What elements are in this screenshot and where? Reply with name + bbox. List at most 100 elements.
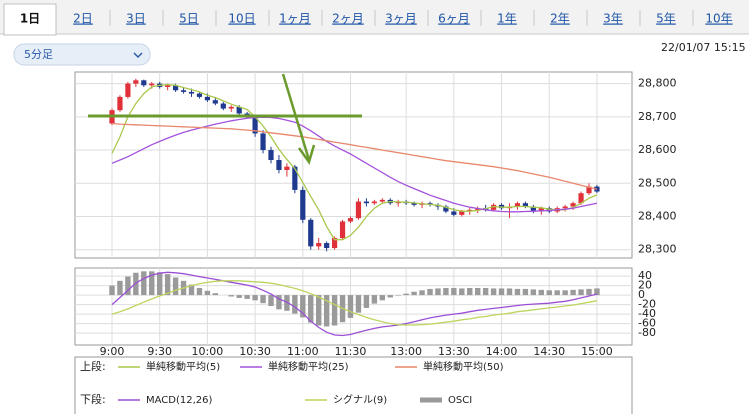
candle-body — [372, 202, 377, 204]
x-tick-label: 10:00 — [192, 345, 224, 358]
osci-bar — [380, 295, 385, 300]
osci-bar — [332, 295, 337, 325]
candle-body — [181, 90, 186, 92]
candle-body — [459, 212, 464, 215]
osci-bar — [173, 278, 178, 296]
osci-bar — [570, 290, 575, 295]
candle-body — [189, 92, 194, 94]
candle-body — [197, 94, 202, 97]
osci-bar — [427, 289, 432, 295]
legend-label: MACD(12,26) — [146, 395, 213, 406]
osci-bar — [539, 290, 544, 295]
candle-body — [260, 133, 265, 150]
tab[interactable]: 5年 — [656, 12, 676, 26]
dropdown-label[interactable]: 5分足 — [24, 48, 53, 61]
osci-bar — [586, 289, 591, 295]
osci-bar — [555, 290, 560, 295]
osci-bar — [109, 286, 114, 296]
tab[interactable]: 3ヶ月 — [385, 12, 417, 26]
candle-body — [380, 200, 385, 202]
y-tick-label: 28,400 — [638, 209, 677, 222]
candle-body — [268, 150, 273, 160]
osci-bar — [419, 290, 424, 295]
candle-body — [356, 202, 361, 219]
osci-bar — [197, 288, 202, 295]
x-tick-label: 10:30 — [239, 345, 271, 358]
osci-bar — [523, 289, 528, 295]
osci-bar — [467, 288, 472, 295]
osci-bar — [268, 295, 273, 306]
osci-bar — [364, 295, 369, 308]
osci-bar — [435, 288, 440, 295]
tab[interactable]: 5日 — [179, 12, 199, 26]
osci-bar — [141, 271, 146, 295]
osci-bar — [578, 289, 583, 295]
candle-body — [276, 160, 281, 170]
y-tick-label: 28,600 — [638, 143, 677, 156]
osci-bar — [244, 295, 249, 299]
osci-bar — [547, 290, 552, 295]
osci-bar — [491, 288, 496, 295]
legend-label: OSCI — [448, 395, 472, 406]
osci-bar — [237, 295, 242, 298]
tab[interactable]: 10年 — [705, 12, 732, 26]
candle-body — [213, 100, 218, 103]
candle-body — [364, 202, 369, 204]
osci-bar — [459, 288, 464, 295]
candle-body — [308, 220, 313, 247]
osci-bar — [213, 293, 218, 295]
candle-body — [149, 84, 154, 86]
tab[interactable]: 2年 — [550, 12, 570, 26]
x-tick-label: 9:30 — [147, 345, 172, 358]
osci-bar — [229, 295, 234, 296]
y-tick-label: 28,300 — [638, 243, 677, 256]
y-tick-label: -80 — [638, 326, 656, 339]
tab[interactable]: 1日 — [20, 12, 40, 26]
osci-bar — [531, 289, 536, 295]
tab[interactable]: 2ヶ月 — [332, 12, 364, 26]
price-panel — [75, 72, 632, 258]
tab[interactable]: 1ヶ月 — [279, 12, 311, 26]
osci-bar — [443, 288, 448, 295]
x-tick-label: 15:00 — [581, 345, 613, 358]
osci-bar — [403, 294, 408, 295]
osci-bar — [483, 288, 488, 295]
tab[interactable]: 1年 — [497, 12, 517, 26]
x-tick-label: 11:00 — [287, 345, 319, 358]
legend-label: 単純移動平均(50) — [423, 360, 504, 373]
legend-title: 下段: — [80, 392, 106, 406]
osci-bar — [515, 289, 520, 295]
osci-bar — [157, 272, 162, 295]
tab[interactable]: 2日 — [73, 12, 93, 26]
osci-bar — [252, 295, 257, 300]
tab[interactable]: 10日 — [228, 12, 255, 26]
candle-body — [205, 97, 210, 100]
legend-label: シグナル(9) — [333, 393, 387, 406]
y-tick-label: 28,500 — [638, 176, 677, 189]
tab[interactable]: 3年 — [603, 12, 623, 26]
candle-body — [284, 167, 289, 170]
x-tick-label: 13:00 — [390, 345, 422, 358]
osci-bar — [475, 288, 480, 295]
timestamp: 22/01/07 15:15 — [661, 41, 746, 54]
osci-bar — [507, 288, 512, 295]
tab[interactable]: 3日 — [126, 12, 146, 26]
legend-label: 単純移動平均(25) — [268, 360, 349, 373]
x-tick-label: 14:30 — [533, 345, 565, 358]
osci-bar — [499, 288, 504, 295]
candle-body — [133, 80, 138, 83]
osci-bar — [292, 295, 297, 314]
candle-body — [563, 207, 568, 209]
osci-bar — [451, 288, 456, 295]
candle-body — [324, 243, 329, 248]
candle-body — [117, 97, 122, 110]
candle-body — [348, 218, 353, 221]
osci-bar — [388, 295, 393, 297]
osci-bar — [316, 295, 321, 325]
tab[interactable]: 6ヶ月 — [438, 12, 470, 26]
candle-body — [300, 190, 305, 220]
osci-bar — [372, 295, 377, 304]
candle-body — [316, 243, 321, 246]
y-tick-label: 28,700 — [638, 110, 677, 123]
